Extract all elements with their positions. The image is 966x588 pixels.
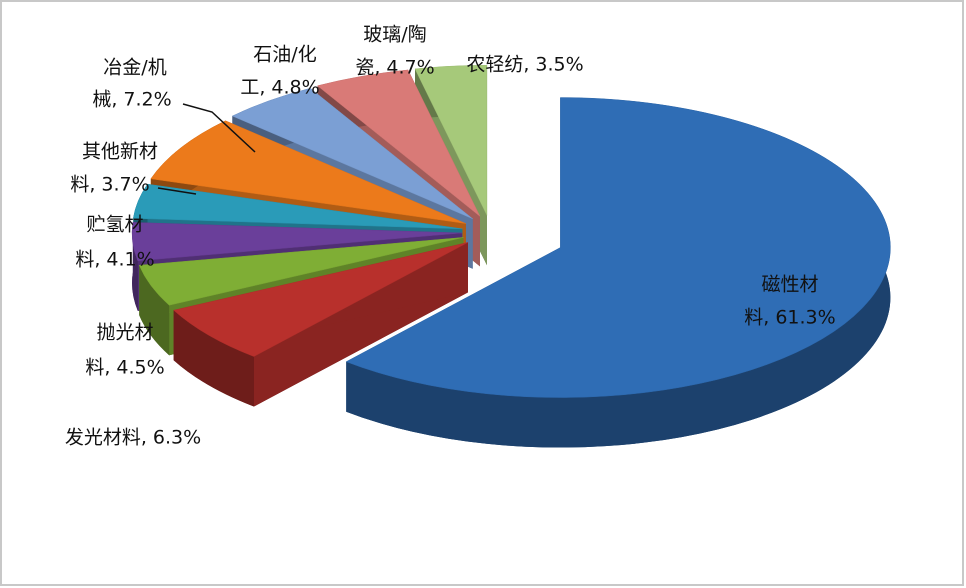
- data-label: 玻璃/陶: [363, 24, 426, 46]
- slice: [133, 183, 463, 230]
- leader-line: [157, 187, 197, 195]
- data-label: 抛光材: [96, 322, 153, 344]
- slice: [173, 242, 469, 357]
- slice: [150, 120, 466, 224]
- data-label: 农轻纺, 3.5%: [466, 54, 583, 76]
- slice-side: [346, 97, 891, 448]
- data-label: 料, 4.5%: [85, 357, 164, 379]
- data-label: 瓷, 4.7%: [355, 57, 434, 79]
- data-label: 发光材料, 6.3%: [65, 427, 201, 449]
- slice: [138, 237, 464, 306]
- slice-side: [173, 310, 254, 407]
- data-label: 磁性材: [761, 274, 818, 296]
- slice: [231, 87, 473, 220]
- data-label: 料, 4.1%: [75, 249, 154, 271]
- slice-side: [139, 265, 170, 356]
- data-label: 冶金/机: [103, 57, 166, 79]
- slice: [131, 222, 463, 262]
- data-label: 其他新材: [82, 141, 158, 163]
- data-label: 贮氢材: [86, 214, 143, 236]
- slice: [414, 65, 488, 216]
- leader-line: [182, 103, 256, 153]
- pie: [131, 65, 891, 448]
- slice: [345, 97, 891, 398]
- slice-face: [139, 237, 464, 316]
- data-label: 料, 3.7%: [70, 174, 149, 196]
- slice: [316, 69, 481, 217]
- data-label: 工, 4.8%: [240, 77, 319, 99]
- slice-side: [132, 222, 138, 311]
- data-label: 料, 61.3%: [744, 307, 835, 329]
- data-label: 石油/化: [253, 44, 316, 66]
- data-label: 械, 7.2%: [92, 89, 171, 111]
